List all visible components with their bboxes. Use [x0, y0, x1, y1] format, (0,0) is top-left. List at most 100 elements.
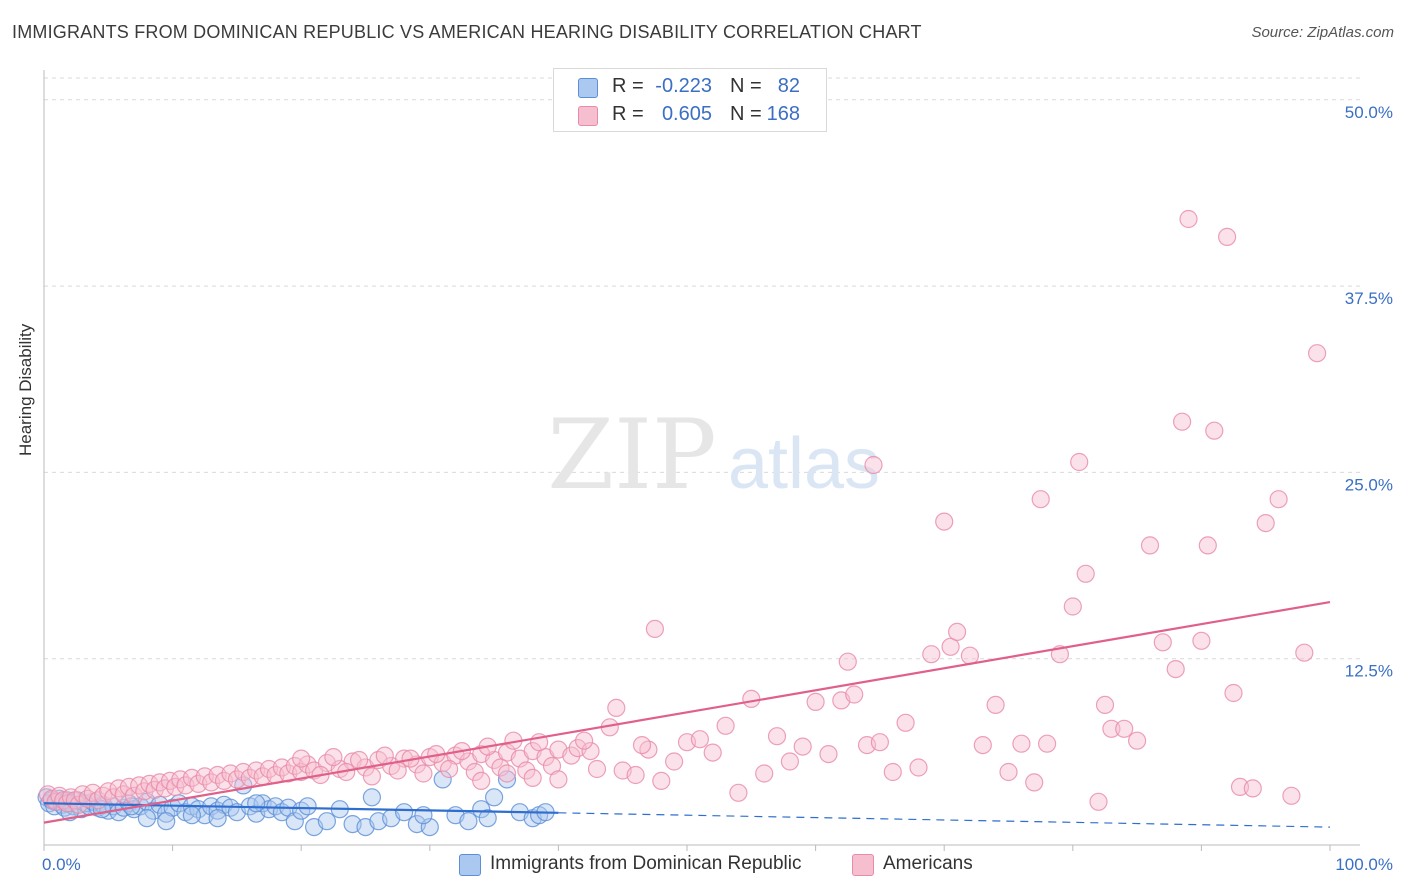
data-point-pink	[472, 771, 491, 791]
data-point-pink	[517, 761, 536, 780]
data-point-pink	[652, 771, 671, 791]
data-point-pink	[1063, 597, 1082, 616]
data-point-pink	[1153, 633, 1172, 652]
chart-title: IMMIGRANTS FROM DOMINICAN REPUBLIC VS AM…	[12, 22, 922, 42]
data-point-pink	[909, 758, 928, 777]
data-point-blue	[485, 788, 504, 807]
data-point-pink	[465, 762, 484, 782]
y-tick-label: 12.5%	[1345, 662, 1393, 681]
data-point-pink	[1140, 536, 1160, 555]
data-point-pink	[1256, 513, 1275, 533]
x-tick-label: 0.0%	[42, 855, 81, 874]
data-point-pink	[999, 762, 1018, 782]
data-point-pink	[1295, 643, 1314, 662]
legend-r-label: R =	[612, 75, 644, 97]
data-point-pink	[1243, 779, 1262, 798]
data-point-pink	[742, 689, 761, 709]
data-point-pink	[581, 741, 600, 761]
data-point-pink	[497, 764, 517, 783]
data-point-blue	[478, 809, 497, 828]
data-point-blue	[298, 797, 317, 816]
legend-label: Immigrants from Dominican Republic	[490, 853, 802, 874]
data-point-pink	[414, 764, 433, 783]
y-axis-label: Hearing Disability	[16, 323, 35, 456]
data-point-pink	[690, 730, 710, 749]
data-point-pink	[632, 735, 652, 755]
data-point-pink	[806, 692, 825, 712]
data-point-pink	[767, 727, 787, 746]
data-point-pink	[986, 695, 1005, 715]
data-point-pink	[1102, 719, 1121, 738]
data-point-pink	[870, 733, 890, 752]
data-point-blue	[157, 812, 176, 831]
legend-swatch-pink	[852, 854, 874, 876]
data-point-pink	[1269, 490, 1288, 509]
data-point-pink	[947, 622, 967, 642]
data-point-pink	[716, 716, 735, 735]
data-point-pink	[729, 783, 748, 802]
correlation-legend: R = -0.223 N = 82 R = 0.605 N = 168	[553, 68, 827, 132]
data-point-pink	[1172, 412, 1192, 431]
data-point-pink	[1198, 536, 1217, 555]
data-point-pink	[1012, 734, 1031, 753]
data-point-pink	[838, 652, 857, 671]
x-tick-label: 100.0%	[1335, 855, 1393, 874]
data-point-blue	[362, 788, 381, 807]
data-point-blue	[395, 803, 414, 822]
legend-swatch-blue	[459, 854, 481, 876]
data-point-pink	[1205, 421, 1224, 440]
data-point-pink	[973, 735, 992, 755]
legend-swatch-blue	[578, 78, 598, 98]
data-point-pink	[935, 512, 954, 531]
y-tick-label: 37.5%	[1345, 289, 1393, 308]
data-point-pink	[896, 713, 915, 732]
data-point-pink	[703, 743, 722, 762]
data-point-pink	[292, 749, 311, 768]
data-point-pink	[664, 752, 684, 771]
data-point-blue	[459, 812, 478, 831]
series-legend: Immigrants from Dominican Republic Ameri…	[0, 852, 1406, 878]
data-point-pink	[922, 645, 941, 664]
data-point-pink	[324, 747, 343, 767]
data-point-pink	[440, 759, 459, 779]
data-point-pink	[1217, 227, 1237, 246]
legend-n-label: N =	[730, 103, 762, 125]
data-point-pink	[1282, 786, 1301, 805]
chart-source: Source: ZipAtlas.com	[1251, 24, 1394, 41]
data-point-pink	[1179, 209, 1198, 229]
legend-label: Americans	[883, 853, 973, 874]
data-point-pink	[99, 782, 118, 801]
legend-n-value: 82	[777, 75, 800, 97]
data-point-pink	[645, 619, 665, 639]
data-point-pink	[1192, 631, 1211, 650]
watermark: ZIP atlas	[547, 399, 880, 511]
data-point-pink	[1166, 659, 1185, 679]
data-point-pink	[1115, 719, 1134, 738]
trend-line-blue-dashed	[558, 812, 1331, 828]
data-point-pink	[362, 767, 381, 786]
data-point-blue	[182, 806, 201, 825]
data-point-pink	[1031, 490, 1050, 509]
legend-r-value: 0.605	[661, 103, 712, 125]
data-point-pink	[1037, 734, 1057, 753]
data-point-pink	[104, 788, 123, 807]
data-point-pink	[1025, 773, 1044, 792]
legend-n-label: N =	[730, 75, 762, 97]
legend-swatch-pink	[578, 106, 598, 126]
legend-row-pink: R = 0.605 N = 168	[554, 101, 826, 129]
data-point-blue	[285, 812, 304, 831]
data-point-pink	[562, 746, 581, 765]
data-points	[37, 209, 1327, 837]
data-point-pink	[845, 685, 864, 704]
data-point-pink	[819, 744, 838, 764]
data-point-pink	[1070, 452, 1089, 472]
data-point-pink	[350, 750, 369, 770]
trend-lines	[43, 600, 1331, 828]
data-point-pink	[626, 765, 645, 785]
data-point-pink	[1307, 344, 1327, 363]
data-point-blue	[317, 812, 336, 831]
data-point-pink	[793, 737, 812, 756]
watermark-zip: ZIP	[547, 399, 716, 511]
watermark-atlas: atlas	[728, 424, 880, 504]
